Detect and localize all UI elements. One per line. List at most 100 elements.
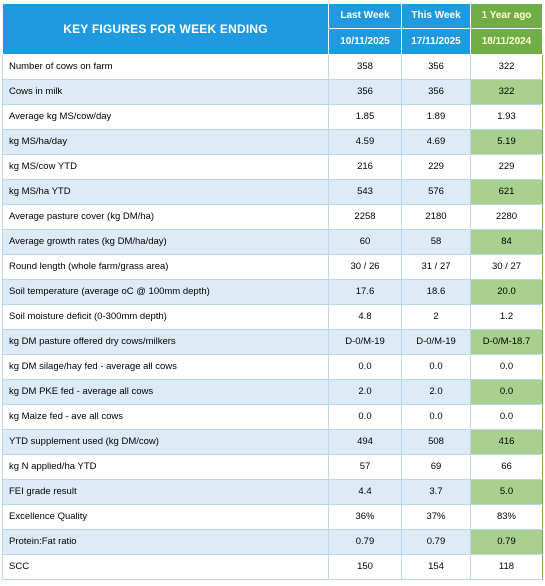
value-this-week: 0.79 [401, 529, 471, 555]
value-last-week: 150 [328, 554, 402, 580]
value-last-week: 4.4 [328, 479, 402, 505]
row-label: kg MS/ha YTD [2, 179, 329, 205]
value-year-ago: 30 / 27 [470, 254, 543, 280]
table-row: Average kg MS/cow/day 1.85 1.89 1.93 [2, 104, 543, 130]
value-last-week: 543 [328, 179, 402, 205]
table-row: SCC 150 154 118 [2, 554, 543, 580]
column-header-this-week: This Week [401, 3, 471, 29]
row-label: kg MS/cow YTD [2, 154, 329, 180]
value-this-week: 37% [401, 504, 471, 530]
value-last-week: 30 / 26 [328, 254, 402, 280]
value-this-week: 1.89 [401, 104, 471, 130]
row-label: kg MS/ha/day [2, 129, 329, 155]
row-label: Soil temperature (average oC @ 100mm dep… [2, 279, 329, 305]
value-this-week: 31 / 27 [401, 254, 471, 280]
table-row: YTD supplement used (kg DM/cow) 494 508 416 [2, 429, 543, 455]
table-row: kg Maize fed - ave all cows 0.0 0.0 0.0 [2, 404, 543, 430]
row-label: kg N applied/ha YTD [2, 454, 329, 480]
value-this-week: 2 [401, 304, 471, 330]
row-label: Round length (whole farm/grass area) [2, 254, 329, 280]
value-year-ago: 5.19 [470, 129, 543, 155]
row-label: Average growth rates (kg DM/ha/day) [2, 229, 329, 255]
value-last-week: 17.6 [328, 279, 402, 305]
value-last-week: 4.59 [328, 129, 402, 155]
table-row: Cows in milk 356 356 322 [2, 79, 543, 105]
key-figures-panel: KEY FIGURES FOR WEEK ENDING Last Week Th… [2, 3, 543, 580]
value-year-ago: 84 [470, 229, 543, 255]
column-date-year-ago: 18/11/2024 [470, 28, 543, 55]
row-label: kg DM PKE fed - average all cows [2, 379, 329, 405]
value-this-week: 18.6 [401, 279, 471, 305]
value-year-ago: 66 [470, 454, 543, 480]
table-row: FEI grade result 4.4 3.7 5.0 [2, 479, 543, 505]
value-year-ago: 118 [470, 554, 543, 580]
value-this-week: 508 [401, 429, 471, 455]
value-year-ago: 322 [470, 54, 543, 80]
row-label: FEI grade result [2, 479, 329, 505]
value-this-week: 58 [401, 229, 471, 255]
value-this-week: 576 [401, 179, 471, 205]
value-year-ago: 322 [470, 79, 543, 105]
table-row: kg DM silage/hay fed - average all cows 0… [2, 354, 543, 380]
value-this-week: D-0/M-19 [401, 329, 471, 355]
table-row: Average pasture cover (kg DM/ha) 2258 2180… [2, 204, 543, 230]
value-year-ago: 2280 [470, 204, 543, 230]
value-this-week: 154 [401, 554, 471, 580]
row-label: kg Maize fed - ave all cows [2, 404, 329, 430]
value-year-ago: D-0/M-18.7 [470, 329, 543, 355]
table-row: Average growth rates (kg DM/ha/day) 60 58 8… [2, 229, 543, 255]
value-last-week: 60 [328, 229, 402, 255]
column-header-last-week: Last Week [328, 3, 402, 29]
table-row: Protein:Fat ratio 0.79 0.79 0.79 [2, 529, 543, 555]
column-date-this-week: 17/11/2025 [401, 28, 471, 55]
value-last-week: 356 [328, 79, 402, 105]
row-label: SCC [2, 554, 329, 580]
header-row: KEY FIGURES FOR WEEK ENDING Last Week Th… [2, 3, 543, 55]
value-this-week: 2180 [401, 204, 471, 230]
value-year-ago: 0.0 [470, 404, 543, 430]
value-year-ago: 5.0 [470, 479, 543, 505]
value-this-week: 229 [401, 154, 471, 180]
value-last-week: 57 [328, 454, 402, 480]
value-year-ago: 1.93 [470, 104, 543, 130]
value-year-ago: 0.0 [470, 354, 543, 380]
row-label: kg DM silage/hay fed - average all cows [2, 354, 329, 380]
table-row: Excellence Quality 36% 37% 83% [2, 504, 543, 530]
value-this-week: 356 [401, 79, 471, 105]
value-last-week: 1.85 [328, 104, 402, 130]
value-year-ago: 0.79 [470, 529, 543, 555]
table-row: kg MS/ha YTD 543 576 621 [2, 179, 543, 205]
row-label: Soil moisture deficit (0-300mm depth) [2, 304, 329, 330]
value-last-week: D-0/M-19 [328, 329, 402, 355]
value-year-ago: 83% [470, 504, 543, 530]
table-row: kg DM pasture offered dry cows/milkers D-… [2, 329, 543, 355]
table-row: Soil temperature (average oC @ 100mm dep… [2, 279, 543, 305]
value-this-week: 0.0 [401, 354, 471, 380]
value-year-ago: 20.0 [470, 279, 543, 305]
row-label: Number of cows on farm [2, 54, 329, 80]
value-year-ago: 229 [470, 154, 543, 180]
table-row: Round length (whole farm/grass area) 30 /… [2, 254, 543, 280]
row-label: Cows in milk [2, 79, 329, 105]
value-year-ago: 0.0 [470, 379, 543, 405]
table-title: KEY FIGURES FOR WEEK ENDING [2, 3, 329, 55]
value-last-week: 36% [328, 504, 402, 530]
value-last-week: 358 [328, 54, 402, 80]
row-label: YTD supplement used (kg DM/cow) [2, 429, 329, 455]
table-row: Soil moisture deficit (0-300mm depth) 4.8… [2, 304, 543, 330]
row-label: Protein:Fat ratio [2, 529, 329, 555]
column-date-last-week: 10/11/2025 [328, 28, 402, 55]
value-last-week: 2258 [328, 204, 402, 230]
row-label: kg DM pasture offered dry cows/milkers [2, 329, 329, 355]
row-label: Average kg MS/cow/day [2, 104, 329, 130]
value-last-week: 0.79 [328, 529, 402, 555]
value-this-week: 0.0 [401, 404, 471, 430]
value-this-week: 4.69 [401, 129, 471, 155]
table-body: Number of cows on farm 358 356 322 Cows in m… [2, 54, 543, 580]
value-last-week: 2.0 [328, 379, 402, 405]
column-header-year-ago: 1 Year ago [470, 3, 543, 29]
value-this-week: 356 [401, 54, 471, 80]
value-year-ago: 621 [470, 179, 543, 205]
table-row: kg MS/ha/day 4.59 4.69 5.19 [2, 129, 543, 155]
value-this-week: 3.7 [401, 479, 471, 505]
